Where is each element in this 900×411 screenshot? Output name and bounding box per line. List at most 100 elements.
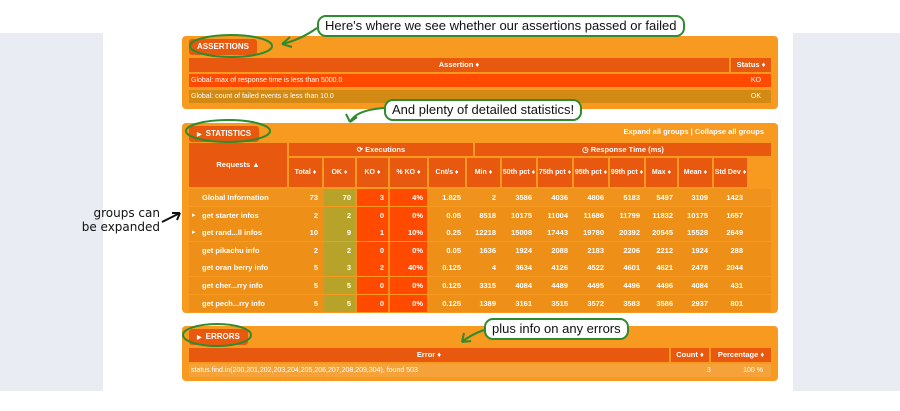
stat-column-header[interactable]: Max ♦	[646, 158, 677, 187]
statistics-title[interactable]: ▶ STATISTICS	[189, 126, 260, 142]
stat-cell: 2206	[623, 245, 640, 255]
group-controls: Expand all groups | Collapse all groups	[624, 127, 765, 136]
stat-cell: 8518	[479, 210, 496, 220]
error-row: status.find.in(200,201,202,203,204,205,2…	[189, 364, 771, 377]
stat-cell: 1636	[479, 245, 496, 255]
stat-cell: 4	[491, 263, 496, 273]
stat-cell: 2	[357, 259, 388, 277]
expand-caret-icon[interactable]: ▸	[192, 211, 196, 219]
errors-title-circle	[182, 323, 252, 347]
stat-column-header[interactable]: Total ♦	[289, 158, 322, 187]
percentage-column-header[interactable]: Percentage ♦	[711, 348, 771, 362]
stat-row-name: get cher...rry info	[202, 281, 263, 290]
stat-cell: 2088	[551, 245, 568, 255]
stat-cell: 3	[357, 189, 388, 206]
stat-cell: 0.25	[446, 228, 461, 238]
requests-column-header[interactable]: Requests ▲	[189, 143, 287, 187]
expand-all-link[interactable]: Expand all groups	[623, 127, 689, 136]
stat-cell: 288	[730, 245, 743, 255]
clock-icon: ◷	[582, 145, 591, 154]
stat-cell: 431	[730, 281, 743, 290]
stat-cell: 5	[324, 294, 355, 312]
caret-right-icon: ▶	[197, 132, 202, 138]
stat-column-header[interactable]: KO ♦	[357, 158, 388, 187]
statistics-title-circle	[185, 119, 271, 143]
stat-cell: 9	[324, 224, 355, 242]
left-margin	[0, 33, 103, 391]
stat-cell: 0.05	[446, 210, 461, 220]
stat-cell: 0%	[390, 294, 427, 312]
error-column-header[interactable]: Error ♦	[189, 348, 669, 362]
stat-cell: 3315	[479, 281, 496, 290]
stat-cell: 0.125	[442, 263, 461, 273]
stat-row-name: get pech...rry info	[202, 298, 265, 308]
stat-cell: 0	[357, 294, 388, 312]
stat-cell: 4%	[390, 189, 427, 206]
stat-cell: 2183	[587, 245, 604, 255]
stat-cell: 4621	[656, 263, 673, 273]
stat-cell: 0	[357, 277, 388, 294]
status-column-header[interactable]: Status ♦	[731, 58, 771, 72]
stat-row[interactable]: get starter infos ▸ 2 2 0 0% 0.05 8518 10175 1100…	[189, 206, 771, 224]
refresh-icon: ⟳	[356, 145, 366, 154]
stat-cell: 5183	[623, 193, 640, 202]
stat-cell: 11686	[583, 210, 604, 220]
assertion-status: OK	[750, 93, 761, 100]
stat-cell: 0%	[390, 206, 427, 224]
errors-title-label: ERRORS	[205, 332, 240, 341]
error-count: 3	[707, 367, 711, 374]
stat-cell: 2937	[691, 298, 708, 308]
stat-cell: 5	[313, 281, 318, 290]
statistics-title-label: STATISTICS	[205, 129, 252, 138]
stat-column-header[interactable]: 75th pct ♦	[538, 158, 572, 187]
executions-header: ⟳ Executions	[289, 143, 473, 156]
stat-cell: 11799	[619, 210, 640, 220]
stat-row: get pikachu info 2 2 0 0% 0.05 1636 1924 2088 218…	[189, 241, 771, 259]
stat-cell: 3583	[623, 298, 640, 308]
assertion-column-header[interactable]: Assertion ♦	[189, 58, 729, 72]
stat-cell: 3586	[656, 298, 673, 308]
stat-cell: 20545	[652, 228, 673, 238]
collapse-all-link[interactable]: Collapse all groups	[694, 127, 764, 136]
stat-cell: 3109	[691, 193, 708, 202]
assertion-text: Global: count of failed events is less t…	[191, 93, 334, 100]
response-time-label: Response Time (ms)	[590, 145, 664, 154]
stat-column-header[interactable]: 50th pct ♦	[502, 158, 536, 187]
stat-cell: 12218	[475, 228, 496, 238]
stat-cell: 4496	[656, 281, 673, 290]
stat-column-header[interactable]: OK ♦	[324, 158, 355, 187]
stat-cell: 0	[357, 241, 388, 259]
stat-cell: 1	[357, 224, 388, 242]
errors-title[interactable]: ▶ ERRORS	[189, 329, 248, 345]
stat-column-header[interactable]: Cnt/s ♦	[429, 158, 465, 187]
stat-cell: 0.05	[446, 245, 461, 255]
expand-caret-icon[interactable]: ▸	[192, 229, 196, 237]
stat-cell: 19780	[583, 228, 604, 238]
stat-column-header[interactable]: Mean ♦	[679, 158, 712, 187]
statistics-callout: And plenty of detailed statistics!	[384, 99, 583, 121]
response-time-header: ◷ Response Time (ms)	[475, 143, 771, 156]
stat-cell: 40%	[390, 259, 427, 277]
stat-cell: 0%	[390, 277, 427, 294]
note-line-2: be expanded	[81, 220, 160, 234]
errors-callout: plus info on any errors	[484, 318, 629, 340]
stat-column-header[interactable]: 99th pct ♦	[610, 158, 644, 187]
assertions-callout: Here's where we see whether our assertio…	[317, 15, 685, 37]
stat-column-header[interactable]: 95th pct ♦	[574, 158, 608, 187]
stat-cell: 17443	[547, 228, 568, 238]
stat-cell: 1.825	[442, 193, 461, 202]
stat-column-header[interactable]: % KO ♦	[390, 158, 427, 187]
stat-cell: 2	[313, 245, 318, 255]
assertion-row-ok: Global: count of failed events is less t…	[189, 90, 771, 103]
stat-column-header[interactable]: Std Dev ♦	[714, 158, 747, 187]
stat-row[interactable]: get rand...ll infos ▸ 10 9 1 10% 0.25 12218 1500…	[189, 224, 771, 242]
error-text: status.find.in(200,201,202,203,204,205,2…	[191, 367, 418, 374]
stat-row: Global Information 73 70 3 4% 1.825 2 3586 4036 4…	[189, 189, 771, 206]
stat-column-header[interactable]: Min ♦	[467, 158, 500, 187]
stat-cell: 20392	[619, 228, 640, 238]
assertions-title[interactable]: ASSERTIONS	[189, 39, 258, 55]
stat-row: get pech...rry info 5 5 0 0% 0.125 1389 3161 351…	[189, 294, 771, 312]
count-column-header[interactable]: Count ♦	[671, 348, 709, 362]
stat-cell: 1389	[479, 298, 496, 308]
stat-cell: 5	[313, 298, 318, 308]
